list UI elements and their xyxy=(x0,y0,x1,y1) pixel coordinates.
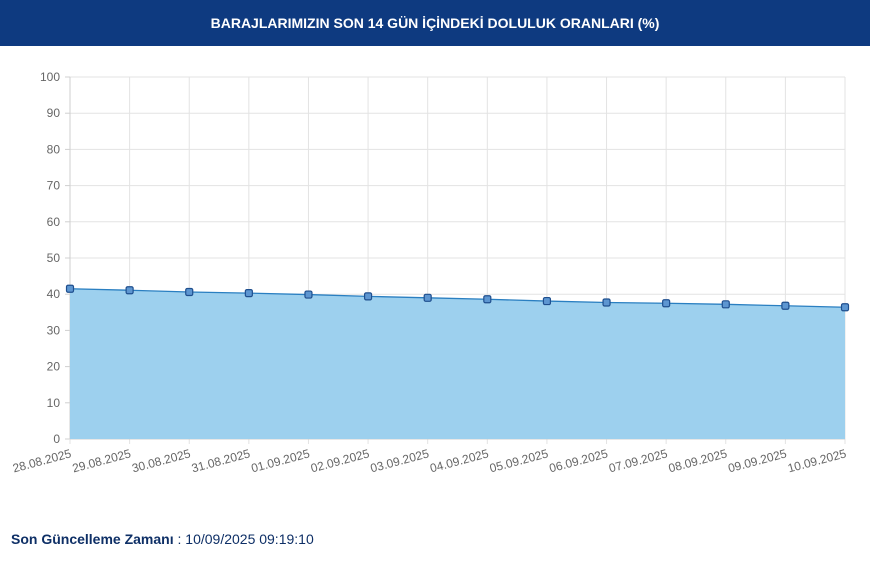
last-update-separator: : xyxy=(173,531,186,547)
y-tick-label: 30 xyxy=(47,323,61,337)
x-tick-label: 08.09.2025 xyxy=(667,446,729,475)
last-update-value: 10/09/2025 09:19:10 xyxy=(185,531,314,547)
x-tick-label: 10.09.2025 xyxy=(786,446,848,475)
x-tick-label: 01.09.2025 xyxy=(250,446,312,475)
x-tick-label: 03.09.2025 xyxy=(369,446,431,475)
x-tick-label: 06.09.2025 xyxy=(548,446,610,475)
x-tick-label: 09.09.2025 xyxy=(727,446,789,475)
data-point xyxy=(363,292,373,301)
x-tick-label: 07.09.2025 xyxy=(607,446,669,475)
data-point xyxy=(125,286,134,295)
y-tick-label: 70 xyxy=(47,179,61,193)
y-tick-label: 60 xyxy=(47,215,61,229)
data-point xyxy=(185,287,194,297)
fill-level-chart: 0 10 20 30 40 50 60 70 80 90 100 28.08.202529.08.20… xyxy=(11,70,850,475)
data-point xyxy=(483,295,492,304)
data-point xyxy=(840,303,850,312)
y-tick-label: 80 xyxy=(47,142,61,156)
series-line xyxy=(69,288,846,308)
y-tick-label: 40 xyxy=(47,287,61,301)
data-point xyxy=(65,284,75,293)
x-tick-label: 30.08.2025 xyxy=(130,446,192,475)
series-area xyxy=(70,288,845,439)
x-tick-label: 31.08.2025 xyxy=(190,446,252,475)
data-point xyxy=(602,298,611,307)
x-tick-label: 29.08.2025 xyxy=(71,446,133,475)
chart-title: BARAJLARIMIZIN SON 14 GÜN İÇİNDEKİ DOLUL… xyxy=(210,15,660,31)
data-point xyxy=(721,300,730,309)
x-tick-label: 02.09.2025 xyxy=(309,446,371,475)
data-point xyxy=(423,293,432,302)
y-tick-label: 100 xyxy=(40,70,60,84)
data-point xyxy=(662,299,671,308)
last-update-label: Son Güncelleme Zamanı xyxy=(11,531,174,547)
chart-area: 0 10 20 30 40 50 60 70 80 90 100 28.08.2025 29.08.20… xyxy=(0,46,870,516)
data-point xyxy=(244,289,253,298)
x-tick-label: 04.09.2025 xyxy=(428,446,490,475)
data-point xyxy=(542,296,552,306)
y-tick-label: 90 xyxy=(47,106,61,120)
y-tick-label: 50 xyxy=(47,251,61,265)
y-tick-label: 20 xyxy=(47,360,61,374)
last-update: Son Güncelleme Zamanı : 10/09/2025 09:19… xyxy=(11,531,314,547)
data-point xyxy=(781,301,790,310)
data-point xyxy=(304,290,313,299)
chart-header: BARAJLARIMIZIN SON 14 GÜN İÇİNDEKİ DOLUL… xyxy=(0,0,870,46)
y-tick-label: 10 xyxy=(47,396,61,410)
x-tick-label: 05.09.2025 xyxy=(488,446,550,475)
x-tick-label: 28.08.2025 xyxy=(11,446,73,475)
y-tick-label: 0 xyxy=(53,432,60,446)
